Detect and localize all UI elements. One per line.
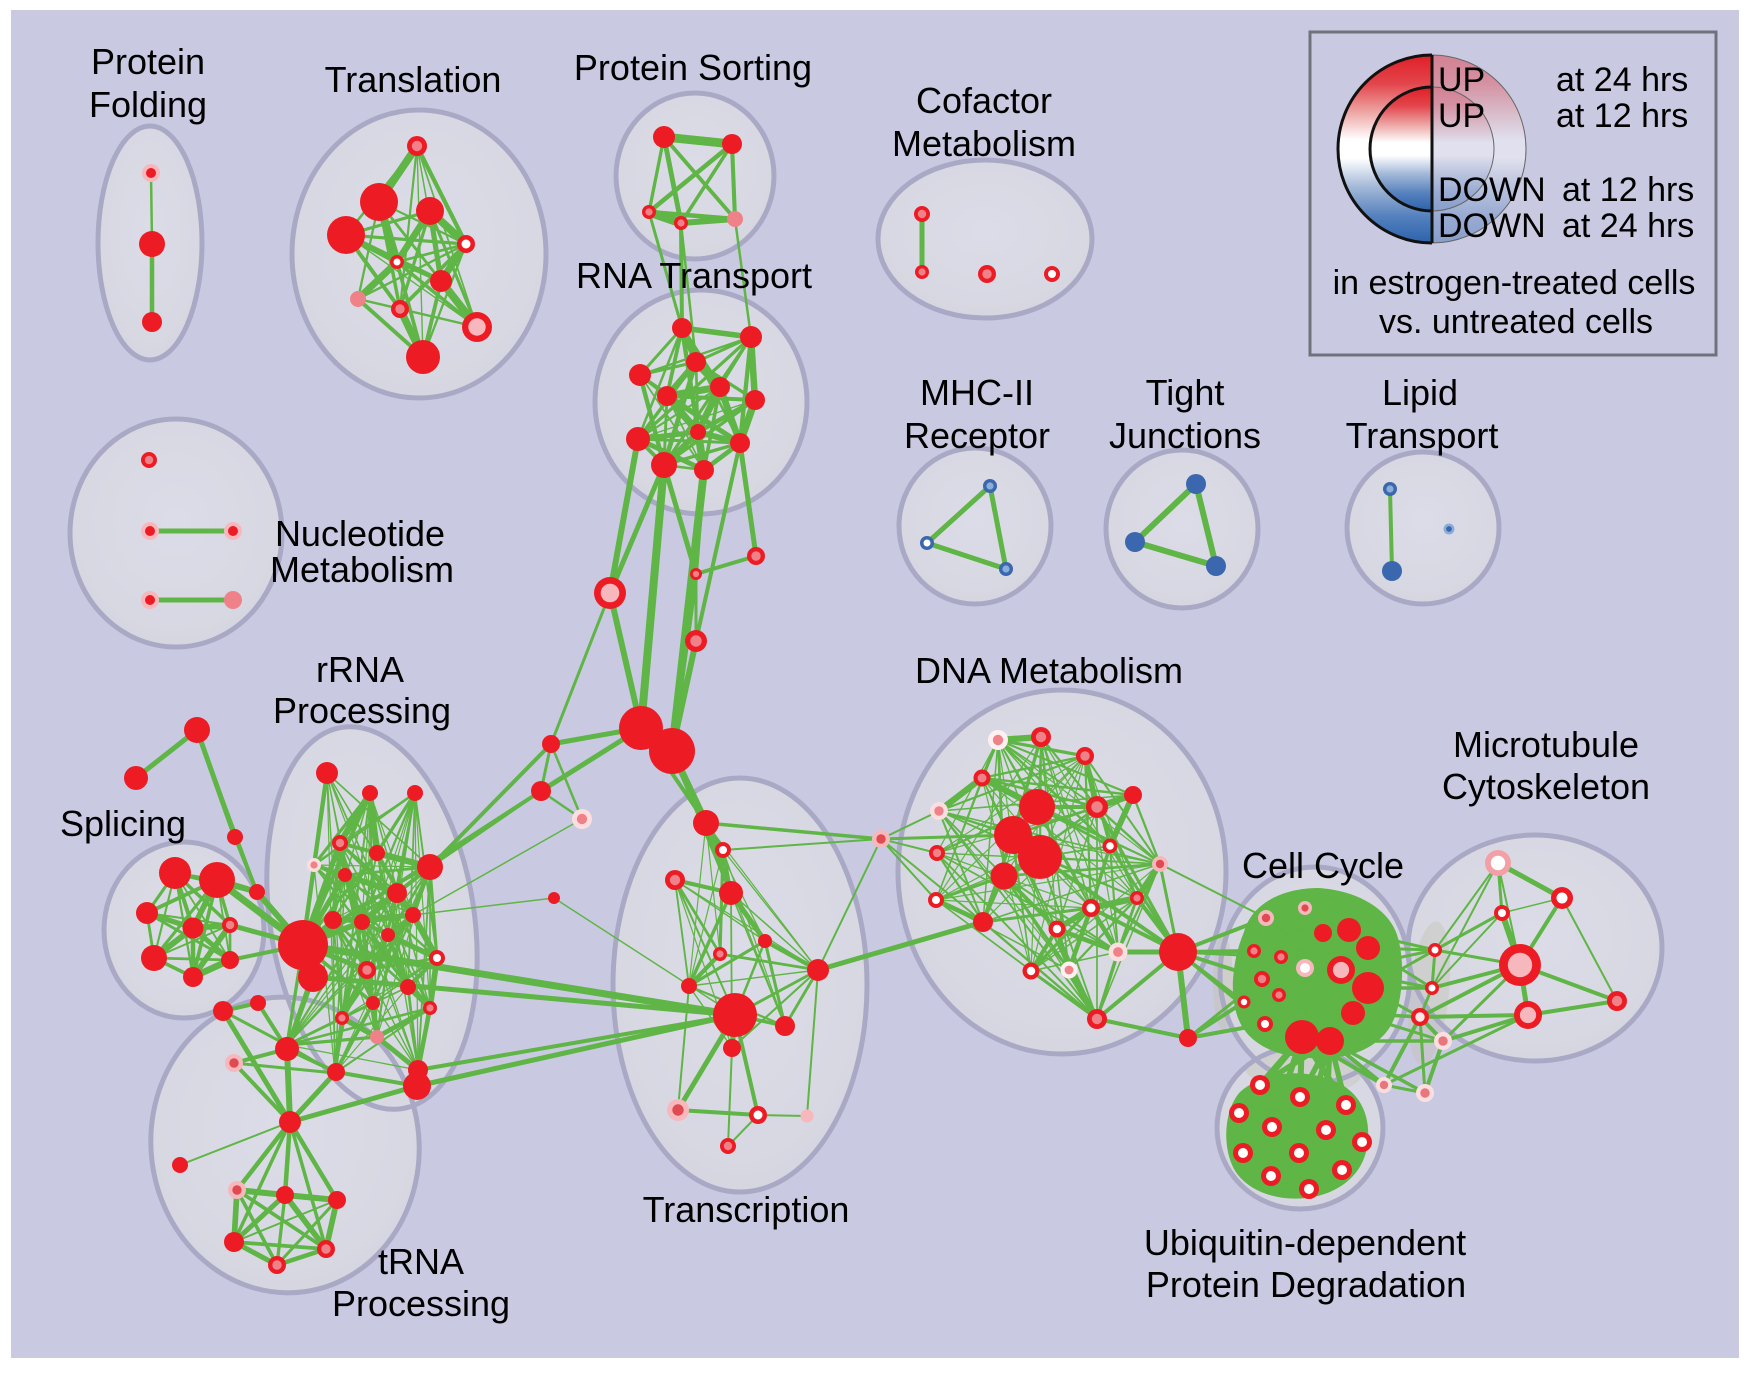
svg-text:Translation: Translation: [325, 59, 502, 100]
svg-text:at 12 hrs: at 12 hrs: [1556, 97, 1688, 135]
svg-text:Folding: Folding: [89, 84, 207, 125]
svg-text:Protein: Protein: [91, 41, 205, 82]
svg-text:UP: UP: [1438, 61, 1485, 99]
svg-text:RNA Transport: RNA Transport: [576, 255, 812, 296]
svg-text:DOWN: DOWN: [1438, 171, 1546, 209]
svg-text:MHC-II: MHC-II: [920, 372, 1034, 413]
svg-text:Ubiquitin-dependent: Ubiquitin-dependent: [1144, 1222, 1466, 1263]
svg-text:at 24 hrs: at 24 hrs: [1556, 61, 1688, 99]
svg-text:Protein Sorting: Protein Sorting: [574, 47, 812, 88]
svg-text:at 12 hrs: at 12 hrs: [1562, 171, 1694, 209]
svg-text:Microtubule: Microtubule: [1453, 724, 1639, 765]
svg-text:Tight: Tight: [1146, 372, 1225, 413]
svg-text:Cytoskeleton: Cytoskeleton: [1442, 766, 1650, 807]
svg-text:UP: UP: [1438, 97, 1485, 135]
svg-text:Metabolism: Metabolism: [892, 123, 1076, 164]
svg-text:DOWN: DOWN: [1438, 207, 1546, 245]
svg-text:Splicing: Splicing: [60, 803, 186, 844]
svg-text:Nucleotide: Nucleotide: [275, 513, 445, 554]
svg-text:Junctions: Junctions: [1109, 415, 1261, 456]
svg-text:Lipid: Lipid: [1382, 372, 1458, 413]
svg-text:in estrogen-treated cells: in estrogen-treated cells: [1333, 264, 1696, 302]
svg-text:Transcription: Transcription: [643, 1189, 850, 1230]
svg-text:at 24 hrs: at 24 hrs: [1562, 207, 1694, 245]
svg-text:Cell Cycle: Cell Cycle: [1242, 845, 1404, 886]
svg-text:DNA Metabolism: DNA Metabolism: [915, 650, 1183, 691]
svg-text:Transport: Transport: [1346, 415, 1499, 456]
svg-text:Cofactor: Cofactor: [916, 80, 1052, 121]
svg-text:Metabolism: Metabolism: [270, 549, 454, 590]
svg-text:rRNA: rRNA: [316, 649, 404, 690]
svg-text:Receptor: Receptor: [904, 415, 1050, 456]
svg-text:Protein Degradation: Protein Degradation: [1146, 1264, 1466, 1305]
svg-text:Processing: Processing: [332, 1283, 510, 1324]
svg-text:vs. untreated cells: vs. untreated cells: [1379, 303, 1653, 341]
svg-text:Processing: Processing: [273, 690, 451, 731]
svg-text:tRNA: tRNA: [378, 1241, 464, 1282]
